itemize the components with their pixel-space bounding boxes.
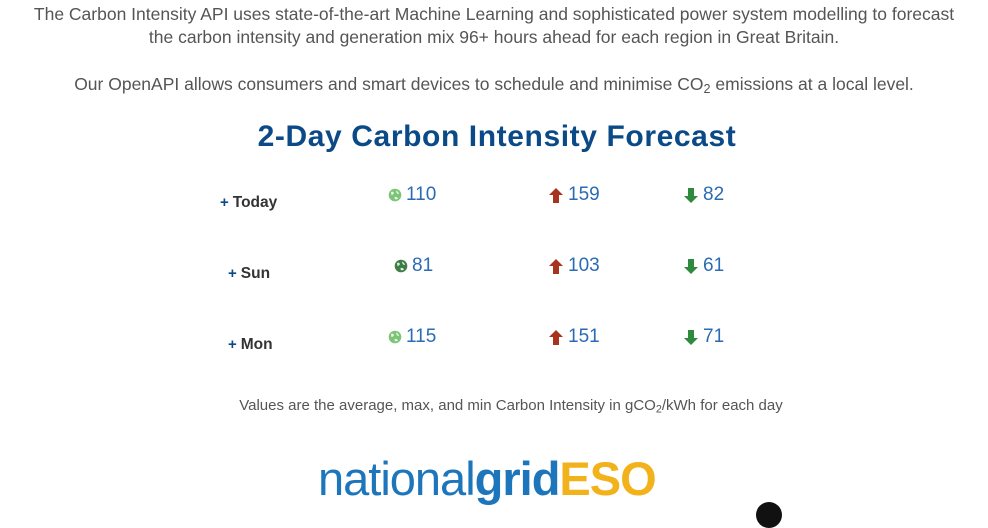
arrow-up-icon bbox=[549, 329, 563, 345]
average-number: 110 bbox=[406, 184, 437, 205]
min-value: 61 bbox=[683, 255, 724, 277]
day-toggle-today[interactable]: + Today bbox=[220, 194, 277, 212]
plus-icon: + bbox=[228, 265, 237, 282]
forecast-row-today: + Today 110 159 82 bbox=[0, 180, 988, 220]
arrow-down-icon bbox=[684, 329, 698, 345]
average-value: 81 bbox=[394, 255, 433, 277]
day-label: Today bbox=[232, 194, 278, 211]
intro-text: The Carbon Intensity API uses state-of-t… bbox=[0, 3, 988, 49]
logo-part-eso: ESO bbox=[559, 452, 656, 505]
day-label: Mon bbox=[240, 336, 273, 353]
globe-icon bbox=[388, 330, 402, 344]
globe-icon bbox=[388, 188, 402, 202]
min-number: 61 bbox=[703, 255, 725, 276]
openapi-subscript: 2 bbox=[703, 82, 711, 97]
min-number: 82 bbox=[703, 184, 725, 205]
national-grid-eso-logo: nationalgridESO bbox=[318, 449, 657, 509]
openapi-text-before: Our OpenAPI allows consumers and smart d… bbox=[74, 74, 704, 94]
max-number: 159 bbox=[568, 184, 600, 205]
intro-line-1: The Carbon Intensity API uses state-of-t… bbox=[33, 4, 955, 24]
openapi-line: Our OpenAPI allows consumers and smart d… bbox=[0, 73, 988, 101]
intro-line-2: the carbon intensity and generation mix … bbox=[148, 27, 840, 47]
day-toggle-mon[interactable]: + Mon bbox=[228, 336, 273, 354]
min-value: 82 bbox=[683, 184, 724, 206]
forecast-row-mon: + Mon 115 151 71 bbox=[0, 322, 988, 362]
average-value: 110 bbox=[388, 184, 436, 206]
note-subscript: 2 bbox=[655, 403, 662, 416]
openapi-text: Our OpenAPI allows consumers and smart d… bbox=[0, 73, 988, 101]
note-text-before: Values are the average, max, and min Car… bbox=[239, 397, 656, 414]
forecast-note: Values are the average, max, and min Car… bbox=[0, 397, 988, 416]
max-value: 159 bbox=[548, 184, 600, 206]
arrow-down-icon bbox=[684, 258, 698, 274]
average-value: 115 bbox=[388, 326, 436, 348]
plus-icon: + bbox=[220, 194, 229, 211]
average-number: 115 bbox=[406, 326, 437, 347]
partial-dark-shape bbox=[756, 502, 782, 528]
logo-part-grid: grid bbox=[474, 452, 561, 505]
max-value: 151 bbox=[548, 326, 600, 348]
max-value: 103 bbox=[548, 255, 600, 277]
plus-icon: + bbox=[228, 336, 237, 353]
min-number: 71 bbox=[703, 326, 725, 347]
max-number: 103 bbox=[568, 255, 600, 276]
min-value: 71 bbox=[683, 326, 724, 348]
arrow-down-icon bbox=[684, 187, 698, 203]
globe-icon bbox=[394, 259, 408, 273]
max-number: 151 bbox=[568, 326, 600, 347]
forecast-title: 2-Day Carbon Intensity Forecast bbox=[257, 120, 737, 153]
arrow-up-icon bbox=[549, 258, 563, 274]
day-label: Sun bbox=[240, 265, 271, 282]
openapi-text-after: emissions at a local level. bbox=[710, 74, 914, 94]
logo-part-national: national bbox=[318, 452, 476, 505]
note-text-after: /kWh for each day bbox=[661, 397, 783, 414]
arrow-up-icon bbox=[549, 187, 563, 203]
average-number: 81 bbox=[412, 255, 434, 276]
day-toggle-sun[interactable]: + Sun bbox=[228, 265, 270, 283]
forecast-row-sun: + Sun 81 103 61 bbox=[0, 251, 988, 291]
